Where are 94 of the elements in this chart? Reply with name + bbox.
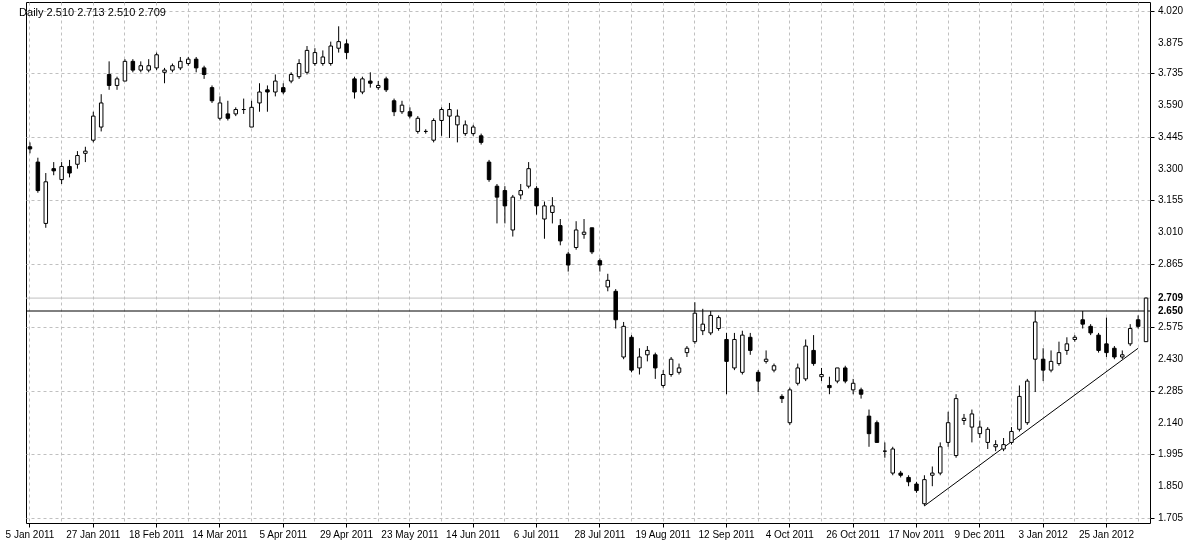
candlestick (217, 95, 223, 121)
candlestick (755, 369, 761, 393)
candlestick (961, 413, 967, 426)
candlestick (273, 73, 278, 97)
x-tick-label: 19 Aug 2011 (635, 528, 692, 540)
x-tick-label: 9 Dec 2011 (954, 528, 1006, 540)
y-tick-label: 2.430 (1158, 353, 1184, 365)
x-tick-label: 17 Nov 2011 (888, 528, 945, 540)
x-tick-label: 5 Jan 2011 (5, 528, 55, 540)
x-tick-label: 23 May 2011 (381, 528, 439, 540)
y-tick-label: 4.020 (1158, 4, 1184, 16)
x-tick-label: 29 Apr 2011 (319, 528, 374, 540)
candlestick (724, 332, 729, 395)
y-tick-label: 3.300 (1158, 162, 1184, 174)
candlestick (858, 387, 864, 400)
x-tick-label: 14 Mar 2011 (192, 528, 249, 540)
candlestick (257, 82, 262, 113)
x-tick-label: 3 Jan 2012 (1018, 528, 1069, 540)
candlestick (779, 393, 785, 404)
candlestick (106, 60, 112, 91)
y-tick-label: 1.705 (1158, 511, 1184, 523)
candlestick (653, 352, 658, 380)
candlestick (597, 257, 603, 273)
y-tick-label: 1.850 (1158, 480, 1184, 492)
candlestick (1048, 349, 1054, 373)
candlestick (249, 100, 254, 128)
candlestick (526, 161, 531, 189)
candlestick (565, 251, 571, 273)
candlestick (558, 218, 563, 246)
candlestick (637, 347, 642, 376)
x-tick-label: 12 Sep 2011 (698, 528, 755, 540)
candlestick (1127, 323, 1133, 347)
y-tick-label: 2.575 (1158, 321, 1184, 333)
y-tick-label: 2.285 (1158, 384, 1184, 396)
x-tick-label: 6 Jul 2011 (513, 528, 560, 540)
y-tick-label: 3.875 (1158, 36, 1184, 48)
x-tick-label: 25 Jan 2012 (1078, 528, 1135, 540)
x-tick-label: 14 Jun 2011 (446, 528, 501, 540)
candlestick (763, 349, 769, 365)
candlestick (494, 183, 500, 224)
candlestick (1064, 336, 1070, 356)
candlestick (581, 218, 587, 240)
candlestick (573, 220, 579, 251)
y-tick-label: 2.140 (1158, 416, 1184, 428)
y-tick-label: 3.590 (1158, 99, 1184, 111)
candlestick (336, 25, 341, 54)
x-tick-label: 4 Oct 2011 (765, 528, 815, 540)
y-tick-label: 3.445 (1158, 130, 1184, 142)
candlestick (407, 106, 413, 119)
candlestick (1096, 332, 1101, 354)
candlestick (985, 426, 990, 450)
x-tick-label: 5 Apr 2011 (259, 528, 308, 540)
candlestick (945, 411, 951, 448)
y-tick-label: 3.155 (1158, 194, 1184, 206)
candlestick (550, 196, 555, 224)
candlestick (874, 420, 880, 443)
candlestick (534, 185, 539, 216)
candlestick (668, 356, 674, 378)
candlestick (1135, 314, 1141, 330)
x-tick-label: 26 Oct 2011 (826, 528, 881, 540)
y-tick-label: 2.865 (1158, 257, 1184, 269)
x-tick-label: 27 Jan 2011 (66, 528, 121, 540)
candlestick (502, 185, 508, 224)
candlestick (1056, 341, 1062, 367)
candlestick (122, 58, 128, 82)
candlestick (265, 84, 270, 113)
candlestick (59, 161, 64, 185)
candlestick (969, 409, 975, 443)
x-tick-label: 28 Jul 2011 (574, 528, 626, 540)
candlestick (225, 100, 231, 121)
candlestick (431, 117, 436, 143)
candlestick (352, 76, 357, 100)
candlestick (795, 363, 801, 386)
candlestick (542, 201, 547, 240)
candlestick (866, 409, 872, 448)
ref-line-label: 2.709 (1158, 292, 1184, 304)
candlestick (1104, 317, 1109, 358)
candlestick (930, 466, 935, 487)
candlestick (447, 102, 452, 139)
candlestick (486, 159, 492, 183)
ref-line-label: 2.650 (1158, 305, 1184, 317)
candlestick (748, 332, 753, 356)
candlestick (676, 363, 682, 376)
y-tick-label: 1.995 (1158, 448, 1184, 460)
candlestick (439, 106, 444, 137)
candlestick (328, 41, 333, 67)
candlestick (304, 45, 310, 75)
candlestick (344, 38, 349, 60)
candlestick (811, 334, 816, 367)
candlestick (455, 109, 460, 143)
x-tick-label: 18 Feb 2011 (128, 528, 185, 540)
y-tick-label: 3.735 (1158, 67, 1184, 79)
candlestick (1040, 347, 1046, 382)
y-tick-label: 3.010 (1158, 226, 1184, 238)
